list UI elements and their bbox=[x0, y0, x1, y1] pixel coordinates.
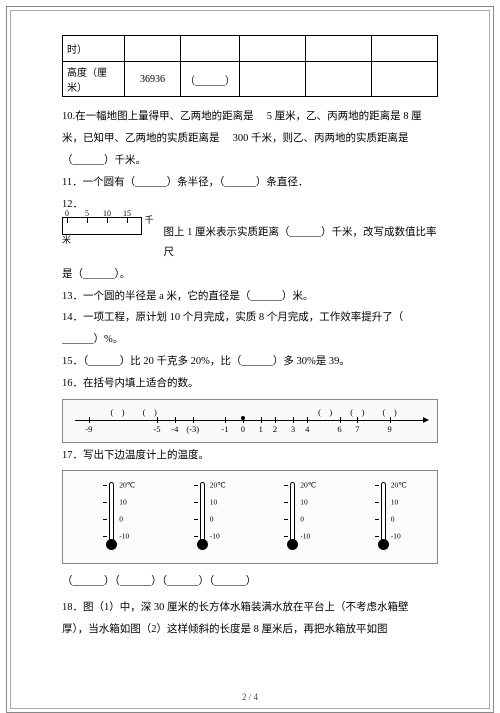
page-number: 2 / 4 bbox=[7, 692, 493, 702]
thermometer-icon: 20℃ 10 0 -10 bbox=[361, 477, 411, 557]
arrow-right-icon bbox=[423, 417, 429, 423]
ruler-icon: 0 5 10 15 千米 bbox=[62, 217, 159, 263]
thermometer-row: 20℃ 10 0 -10 20℃ 10 0 -10 20℃ 10 0 -10 2… bbox=[62, 470, 438, 564]
thermometer-icon: 20℃ 10 0 -10 bbox=[89, 477, 139, 557]
q18a: 18．图（1）中，深 30 厘米的长方体水箱装满水放在平台上（不考虑水箱壁 bbox=[62, 598, 438, 618]
q13: 13．一个圆的半径是 a 米，它的直径是（______）米。 bbox=[62, 287, 438, 307]
q12-line: 0 5 10 15 千米 图上 1 厘米表示实质距离（______）千米，改写成… bbox=[62, 217, 438, 263]
data-table: 时） 高度（厘米） 36936 （______） bbox=[62, 35, 438, 97]
q10-line2: 米，已知甲、乙两地的实质距离是 300 千米，则乙、丙两地的实质距离是 bbox=[62, 129, 438, 149]
table-r2c3: （______） bbox=[181, 62, 240, 97]
number-line-box: ( ) ( ) ( ) ( ) ( ) -9 -5 -4 (-3) -1 0 1… bbox=[62, 399, 438, 443]
q10-line1: 10.在一幅地图上量得甲、乙两地的距离是 5 厘米，乙、丙两地的距离是 8 厘 bbox=[62, 107, 438, 127]
q12-line2: 是（______）。 bbox=[62, 265, 438, 285]
number-line: ( ) ( ) ( ) ( ) ( ) -9 -5 -4 (-3) -1 0 1… bbox=[71, 406, 429, 436]
table-r2c1: 高度（厘米） bbox=[63, 62, 125, 97]
thermometer-icon: 20℃ 10 0 -10 bbox=[180, 477, 230, 557]
q12-label: 12． bbox=[62, 195, 438, 215]
table-r2c2: 36936 bbox=[125, 62, 181, 97]
q17: 17．写出下边温度计上的温度。 bbox=[62, 446, 438, 466]
q14b: ______）%。 bbox=[62, 330, 438, 350]
q17-blanks: （______）（______）（______）（______） bbox=[62, 572, 438, 592]
q11: 11．一个圆有（______）条半径，（______）条直径． bbox=[62, 173, 438, 193]
q14a: 14．一项工程，原计划 10 个月完成，实质 8 个月完成，工作效率提升了（ bbox=[62, 308, 438, 328]
thermometer-icon: 20℃ 10 0 -10 bbox=[270, 477, 320, 557]
q16: 16．在括号内填上适合的数。 bbox=[62, 374, 438, 394]
q18b: 厚），当水箱如图（2）这样倾斜的长度是 8 厘米后，再把水箱放平如图 bbox=[62, 620, 438, 640]
q15: 15．（______）比 20 千克多 20%，比（______）多 30%是 … bbox=[62, 352, 438, 372]
table-r1c1: 时） bbox=[63, 36, 125, 62]
q10-line3: （______）千米。 bbox=[62, 151, 438, 171]
